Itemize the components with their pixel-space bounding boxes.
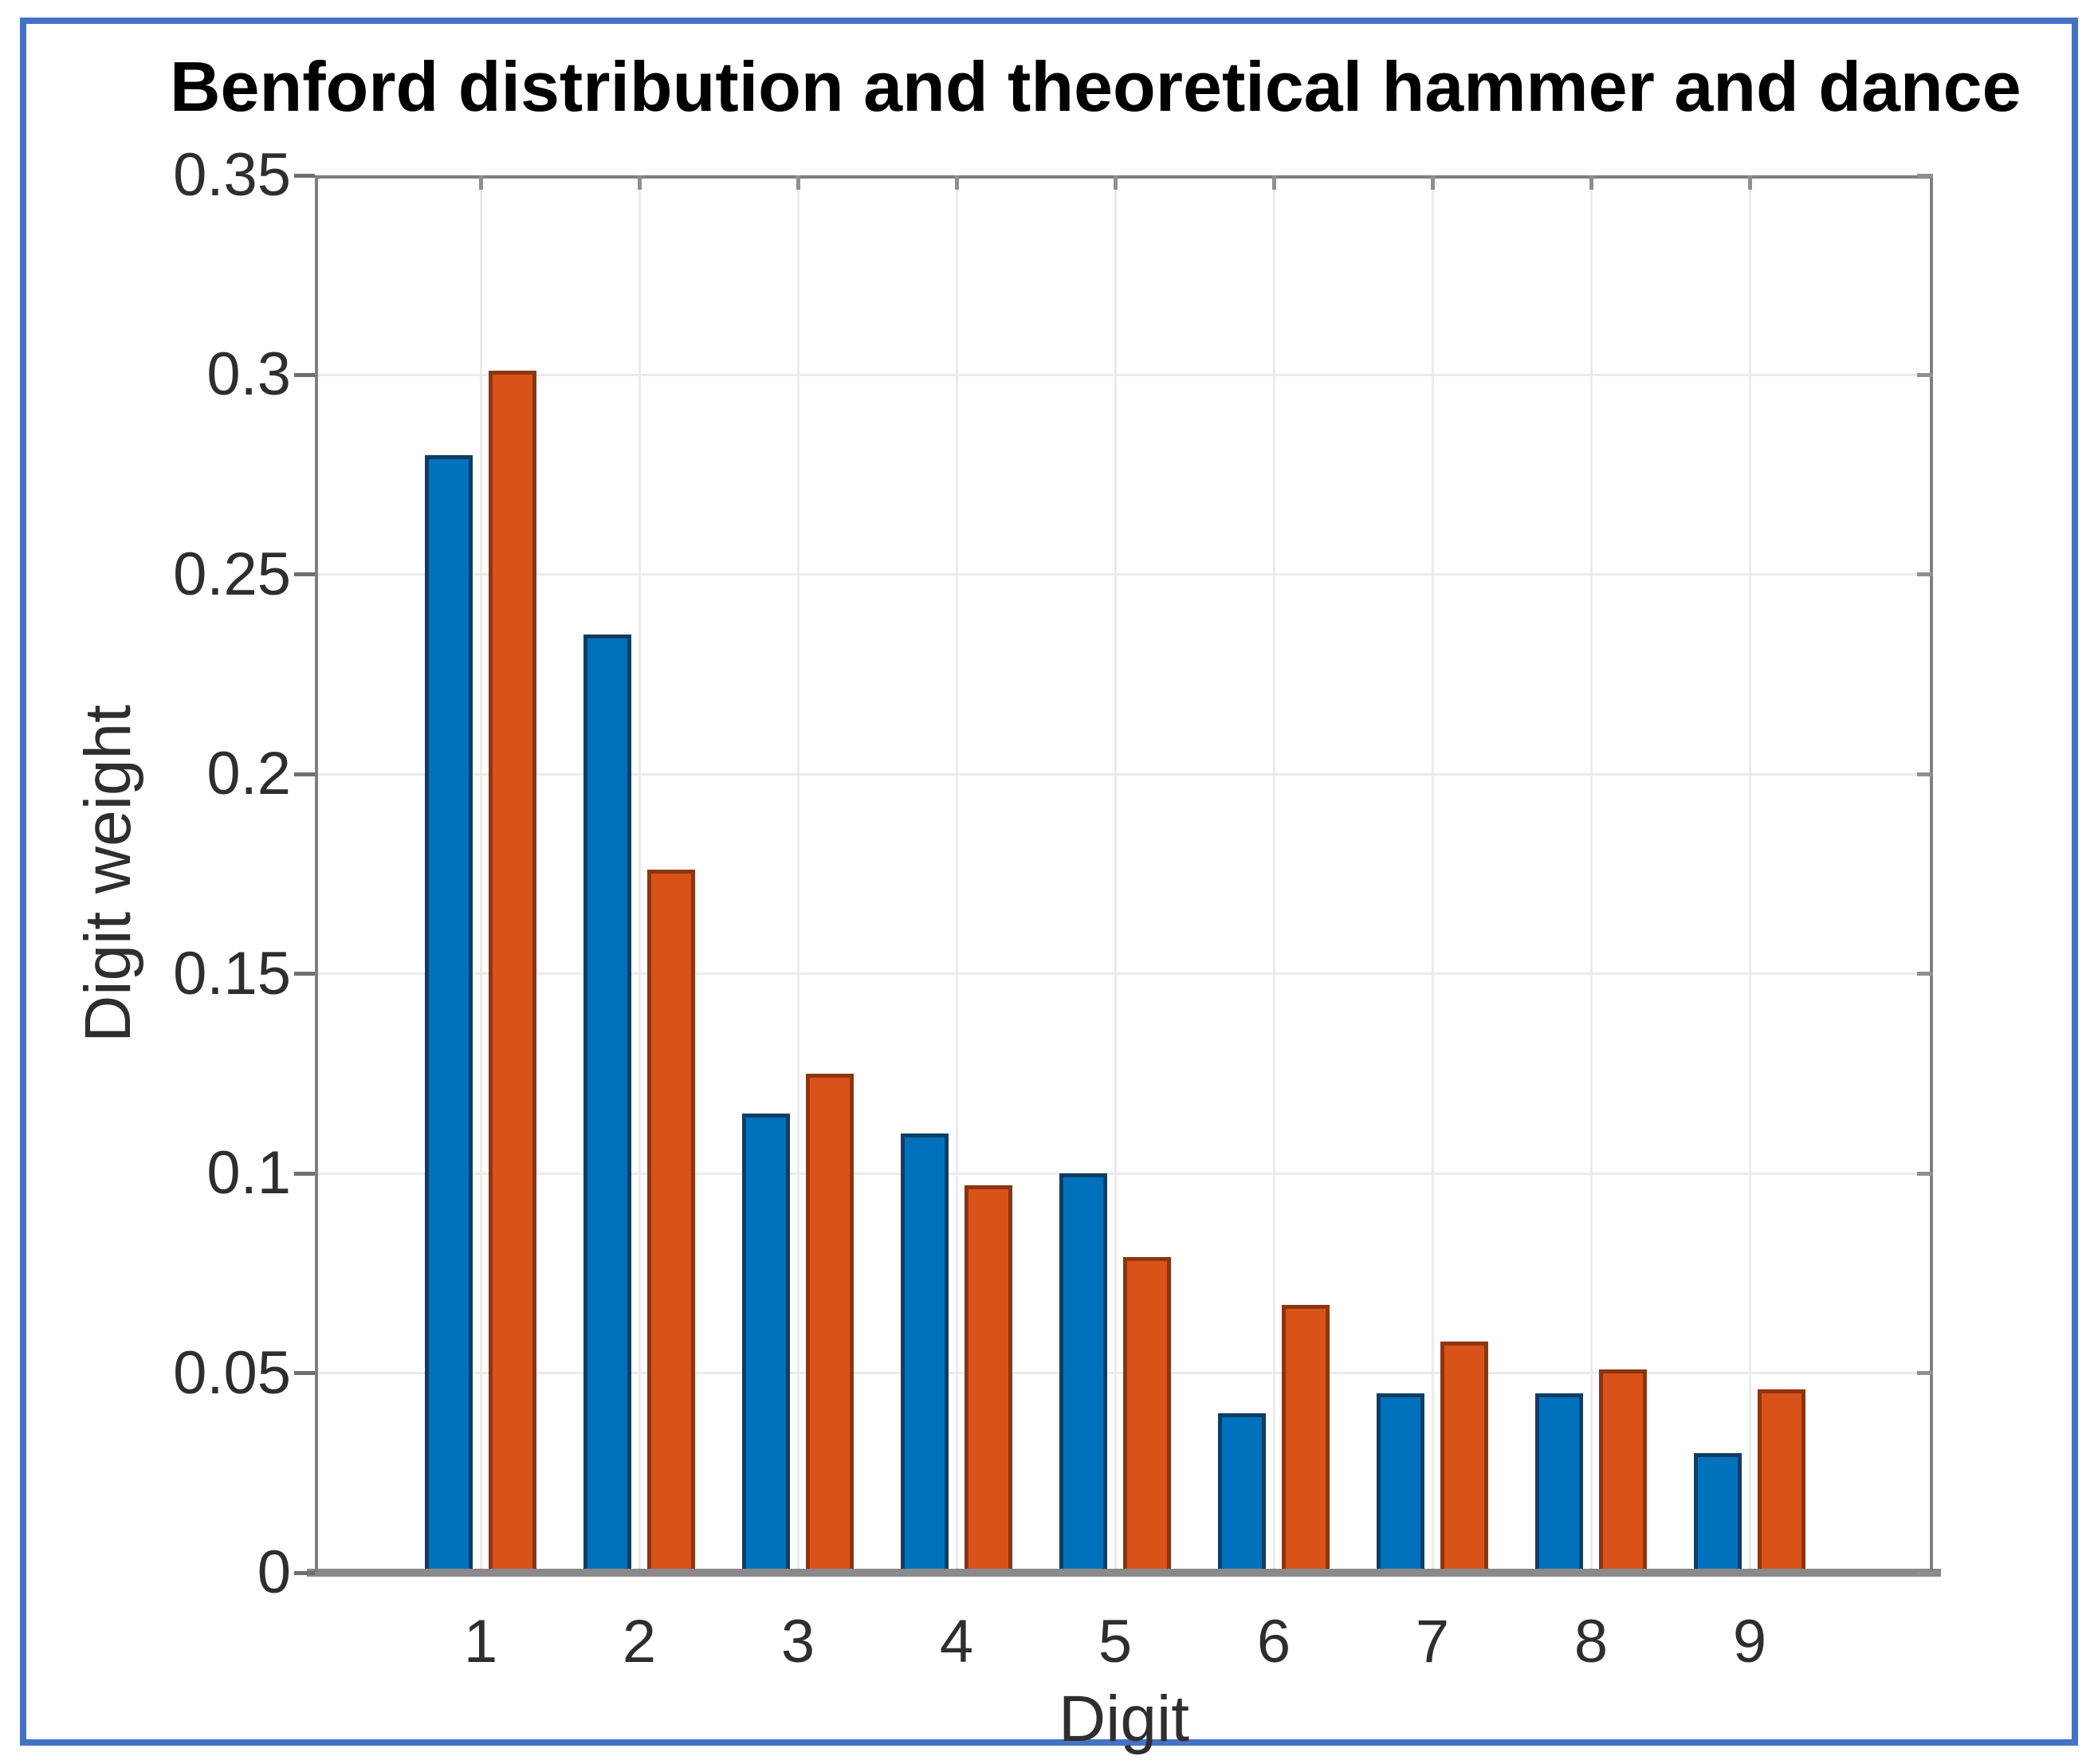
x-tick-label: 7 <box>1415 1608 1450 1676</box>
top-tick-digit-8 <box>1589 175 1593 190</box>
y-tick-0.1 <box>294 1171 315 1176</box>
right-tick-0.25 <box>1917 572 1933 577</box>
bar-digit-4-blue <box>901 1133 949 1573</box>
h-gridline-0.3 <box>315 373 1933 376</box>
bar-digit-6-orange <box>1282 1305 1330 1573</box>
h-gridline-0.2 <box>315 772 1933 776</box>
y-tick-0.3 <box>294 372 315 377</box>
v-gridline-digit-4 <box>955 175 958 1573</box>
bar-digit-2-orange <box>647 870 695 1573</box>
bar-chart: Benford distribution and theoretical ham… <box>26 24 2072 1755</box>
bar-digit-1-orange <box>489 371 536 1573</box>
right-tick-0.15 <box>1917 972 1933 976</box>
y-tick-label: 0 <box>257 1538 291 1606</box>
h-gridline-0.15 <box>315 972 1933 976</box>
bar-digit-2-blue <box>583 634 631 1573</box>
v-gridline-digit-1 <box>479 175 482 1573</box>
x-tick-label: 6 <box>1256 1608 1291 1676</box>
y-tick-0.25 <box>294 572 315 577</box>
y-tick-0.15 <box>294 972 315 976</box>
v-gridline-digit-7 <box>1431 175 1434 1573</box>
right-tick-0.3 <box>1917 372 1933 377</box>
y-tick-label: 0.25 <box>173 540 291 608</box>
y-tick-0.05 <box>294 1371 315 1376</box>
bar-digit-5-blue <box>1059 1173 1107 1573</box>
top-tick-digit-4 <box>954 175 959 190</box>
v-gridline-digit-9 <box>1748 175 1751 1573</box>
v-gridline-digit-2 <box>638 175 641 1573</box>
x-tick-label: 9 <box>1732 1608 1767 1676</box>
top-tick-digit-7 <box>1430 175 1435 190</box>
right-tick-0.2 <box>1917 772 1933 776</box>
bar-digit-8-blue <box>1535 1393 1583 1573</box>
y-tick-0.2 <box>294 772 315 776</box>
right-tick-0.05 <box>1917 1371 1933 1376</box>
y-tick-label: 0.15 <box>173 939 291 1008</box>
bar-digit-6-blue <box>1218 1412 1266 1573</box>
bar-digit-9-blue <box>1694 1452 1742 1573</box>
frame-right <box>1930 175 1933 1573</box>
right-tick-0.1 <box>1917 1171 1933 1176</box>
x-axis-label: Digit <box>1058 1683 1190 1755</box>
bar-digit-4-orange <box>965 1185 1012 1573</box>
bar-digit-1-blue <box>425 454 473 1573</box>
y-tick-label: 0.2 <box>206 740 291 808</box>
top-tick-digit-1 <box>478 175 483 190</box>
top-tick-digit-6 <box>1271 175 1276 190</box>
x-tick-label: 5 <box>1098 1608 1133 1676</box>
y-tick-label: 0.35 <box>173 141 291 209</box>
x-tick-label: 4 <box>939 1608 974 1676</box>
right-tick-0 <box>1917 1570 1933 1575</box>
top-tick-digit-3 <box>796 175 800 190</box>
frame-top <box>315 175 1933 179</box>
x-axis-line <box>307 1569 1941 1577</box>
y-tick-label: 0.05 <box>173 1338 291 1407</box>
v-gridline-digit-3 <box>796 175 800 1573</box>
figure-border: Benford distribution and theoretical ham… <box>20 18 2078 1755</box>
bar-digit-7-blue <box>1377 1393 1424 1573</box>
y-tick-label: 0.1 <box>206 1139 291 1208</box>
top-tick-digit-9 <box>1747 175 1752 190</box>
top-tick-digit-2 <box>637 175 642 190</box>
bar-digit-5-orange <box>1123 1257 1171 1573</box>
top-tick-digit-5 <box>1113 175 1118 190</box>
bar-digit-8-orange <box>1599 1369 1647 1573</box>
bar-digit-3-orange <box>806 1073 854 1573</box>
plot-area <box>315 173 1933 1575</box>
frame-left <box>315 175 318 1573</box>
y-tick-0 <box>294 1570 315 1575</box>
bar-digit-3-blue <box>742 1114 790 1573</box>
y-tick-0.35 <box>294 173 315 178</box>
v-gridline-digit-6 <box>1272 175 1275 1573</box>
h-gridline-0.1 <box>315 1172 1933 1175</box>
bar-digit-9-orange <box>1758 1389 1805 1573</box>
right-tick-0.35 <box>1917 173 1933 178</box>
x-tick-label: 1 <box>463 1608 498 1676</box>
chart-title: Benford distribution and theoretical ham… <box>170 47 2021 126</box>
h-gridline-0.25 <box>315 573 1933 576</box>
x-tick-label: 2 <box>622 1608 657 1676</box>
y-tick-label: 0.3 <box>206 340 291 409</box>
v-gridline-digit-8 <box>1589 175 1593 1573</box>
x-tick-label: 3 <box>780 1608 815 1676</box>
x-tick-label: 8 <box>1574 1608 1609 1676</box>
bar-digit-7-orange <box>1440 1341 1488 1573</box>
v-gridline-digit-5 <box>1114 175 1117 1573</box>
